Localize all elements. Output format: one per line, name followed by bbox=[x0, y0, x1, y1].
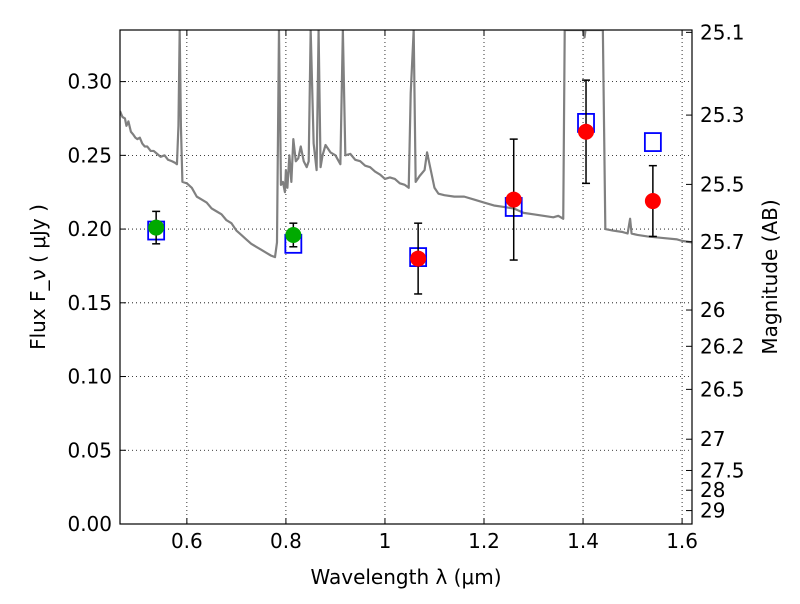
green-point-marker bbox=[148, 219, 165, 236]
right-tick-label: 25.1 bbox=[700, 20, 745, 44]
y-tick-label: 0.00 bbox=[67, 512, 112, 536]
spectrum-line bbox=[120, 30, 692, 259]
right-tick-label: 27.5 bbox=[700, 458, 745, 482]
x-tick-label: 1.4 bbox=[567, 529, 599, 553]
right-tick-label: 28 bbox=[700, 478, 725, 502]
x-tick-label: 1 bbox=[379, 529, 392, 553]
y-tick-label: 0.10 bbox=[67, 365, 112, 389]
right-tick-label: 26 bbox=[700, 298, 725, 322]
right-tick-label: 25.3 bbox=[700, 103, 745, 127]
red-point-marker bbox=[505, 191, 522, 208]
x-tick-label: 0.8 bbox=[270, 529, 302, 553]
plot-frame bbox=[119, 29, 693, 525]
y-tick-label: 0.15 bbox=[67, 291, 112, 315]
data-layer bbox=[120, 30, 692, 295]
red-point-marker bbox=[410, 250, 427, 267]
right-tick-label: 29 bbox=[700, 499, 725, 523]
right-tick-label: 25.5 bbox=[700, 172, 745, 196]
red-point-marker bbox=[578, 123, 595, 140]
x-tick-label: 0.6 bbox=[171, 529, 203, 553]
right-tick-label: 25.7 bbox=[700, 230, 745, 254]
right-axis-title: Magnitude (AB) bbox=[758, 199, 782, 354]
y-tick-label: 0.30 bbox=[67, 70, 112, 94]
right-tick-label: 27 bbox=[700, 427, 725, 451]
y-tick-label: 0.25 bbox=[67, 143, 112, 167]
green-point-marker bbox=[285, 226, 302, 243]
tick-layer: 0.6 0.8 1 1.2 1.4 1.6 0.00 0.05 0.10 0.15 0.20 0.25… bbox=[67, 20, 744, 553]
y-tick-label: 0.20 bbox=[67, 217, 112, 241]
y-axis-title: Flux F_ν ( μJy ) bbox=[26, 204, 50, 350]
right-tick-label: 26.5 bbox=[700, 377, 745, 401]
x-tick-label: 1.6 bbox=[666, 529, 698, 553]
x-axis-title: Wavelength λ (μm) bbox=[310, 565, 501, 589]
grid-layer bbox=[120, 30, 692, 525]
model-square-marker bbox=[643, 132, 662, 152]
right-tick-label: 26.2 bbox=[700, 334, 745, 358]
y-tick-label: 0.05 bbox=[67, 438, 112, 462]
x-tick-label: 1.2 bbox=[468, 529, 500, 553]
red-point-marker bbox=[644, 193, 661, 210]
